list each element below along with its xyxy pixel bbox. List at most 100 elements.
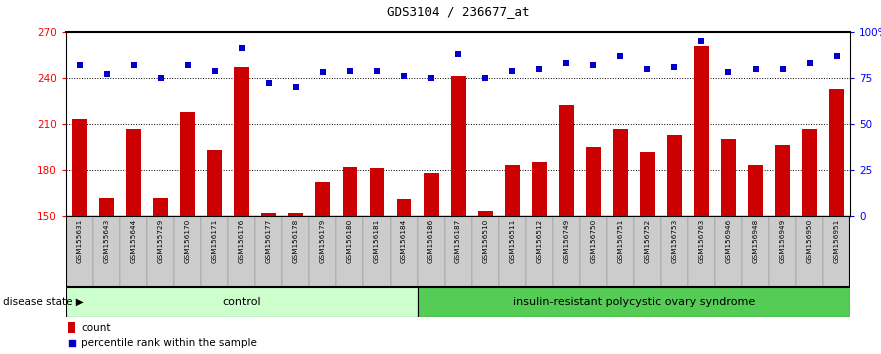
- Bar: [526, 216, 552, 287]
- Text: GSM156171: GSM156171: [211, 219, 218, 263]
- Bar: [499, 216, 526, 287]
- Bar: [343, 167, 358, 216]
- Text: GSM155729: GSM155729: [158, 219, 164, 263]
- Text: insulin-resistant polycystic ovary syndrome: insulin-resistant polycystic ovary syndr…: [513, 297, 755, 307]
- Text: GDS3104 / 236677_at: GDS3104 / 236677_at: [387, 5, 529, 18]
- Text: GSM156179: GSM156179: [320, 219, 326, 263]
- Bar: [559, 105, 574, 216]
- Bar: [72, 119, 87, 216]
- Bar: [586, 147, 601, 216]
- Point: [72, 62, 86, 68]
- Point: [397, 73, 411, 79]
- Bar: [769, 216, 796, 287]
- Text: GSM156750: GSM156750: [590, 219, 596, 263]
- Bar: [694, 46, 709, 216]
- Point: [64, 341, 78, 346]
- Bar: [153, 198, 168, 216]
- Point: [532, 66, 546, 72]
- Point: [181, 62, 195, 68]
- Text: GSM156184: GSM156184: [401, 219, 407, 263]
- Point: [208, 68, 222, 73]
- Bar: [715, 216, 742, 287]
- Bar: [100, 198, 114, 216]
- Bar: [283, 216, 309, 287]
- Text: GSM156178: GSM156178: [292, 219, 299, 263]
- Bar: [823, 216, 850, 287]
- Bar: [201, 216, 228, 287]
- Bar: [829, 88, 844, 216]
- Text: GSM156749: GSM156749: [563, 219, 569, 263]
- Text: GSM156950: GSM156950: [807, 219, 812, 263]
- Bar: [667, 135, 682, 216]
- Point: [586, 62, 600, 68]
- Point: [559, 60, 574, 66]
- Text: GSM156948: GSM156948: [752, 219, 759, 263]
- Bar: [68, 322, 75, 333]
- Bar: [369, 169, 384, 216]
- Text: GSM156951: GSM156951: [833, 219, 840, 263]
- Point: [127, 62, 141, 68]
- Bar: [505, 165, 520, 216]
- Bar: [424, 173, 439, 216]
- Bar: [66, 216, 93, 287]
- Point: [451, 51, 465, 57]
- Point: [424, 75, 438, 81]
- Bar: [309, 216, 337, 287]
- Text: GSM156177: GSM156177: [266, 219, 272, 263]
- Text: GSM155643: GSM155643: [104, 219, 109, 263]
- Text: percentile rank within the sample: percentile rank within the sample: [81, 338, 257, 348]
- Point: [289, 84, 303, 90]
- Point: [153, 75, 167, 81]
- Bar: [478, 211, 492, 216]
- Point: [370, 68, 384, 73]
- Bar: [418, 216, 445, 287]
- Point: [830, 53, 844, 59]
- Point: [613, 53, 627, 59]
- Bar: [471, 216, 499, 287]
- Text: GSM156751: GSM156751: [618, 219, 624, 263]
- Bar: [315, 182, 330, 216]
- Bar: [775, 145, 790, 216]
- Bar: [721, 139, 736, 216]
- Point: [694, 38, 708, 44]
- Bar: [803, 129, 817, 216]
- Bar: [633, 216, 661, 287]
- Point: [668, 64, 682, 70]
- Bar: [742, 216, 769, 287]
- Text: GSM156170: GSM156170: [185, 219, 191, 263]
- Text: GSM156752: GSM156752: [644, 219, 650, 263]
- Point: [262, 81, 276, 86]
- Bar: [181, 112, 196, 216]
- Text: GSM156511: GSM156511: [509, 219, 515, 263]
- Bar: [451, 76, 465, 216]
- Point: [640, 66, 655, 72]
- Point: [722, 69, 736, 75]
- Text: GSM156510: GSM156510: [482, 219, 488, 263]
- Point: [478, 75, 492, 81]
- Bar: [255, 216, 283, 287]
- Bar: [174, 216, 201, 287]
- Bar: [66, 287, 418, 317]
- Bar: [364, 216, 390, 287]
- Bar: [418, 287, 850, 317]
- Bar: [337, 216, 364, 287]
- Text: GSM156176: GSM156176: [239, 219, 245, 263]
- Point: [343, 68, 357, 73]
- Bar: [532, 162, 547, 216]
- Text: GSM156180: GSM156180: [347, 219, 353, 263]
- Bar: [552, 216, 580, 287]
- Bar: [126, 129, 141, 216]
- Point: [749, 66, 763, 72]
- Bar: [228, 216, 255, 287]
- Bar: [640, 152, 655, 216]
- Bar: [661, 216, 688, 287]
- Bar: [262, 213, 277, 216]
- Point: [100, 72, 114, 77]
- Text: GSM156946: GSM156946: [725, 219, 731, 263]
- Text: GSM156949: GSM156949: [780, 219, 786, 263]
- Text: GSM156187: GSM156187: [455, 219, 461, 263]
- Bar: [147, 216, 174, 287]
- Point: [316, 69, 330, 75]
- Bar: [234, 67, 249, 216]
- Text: GSM156512: GSM156512: [537, 219, 542, 263]
